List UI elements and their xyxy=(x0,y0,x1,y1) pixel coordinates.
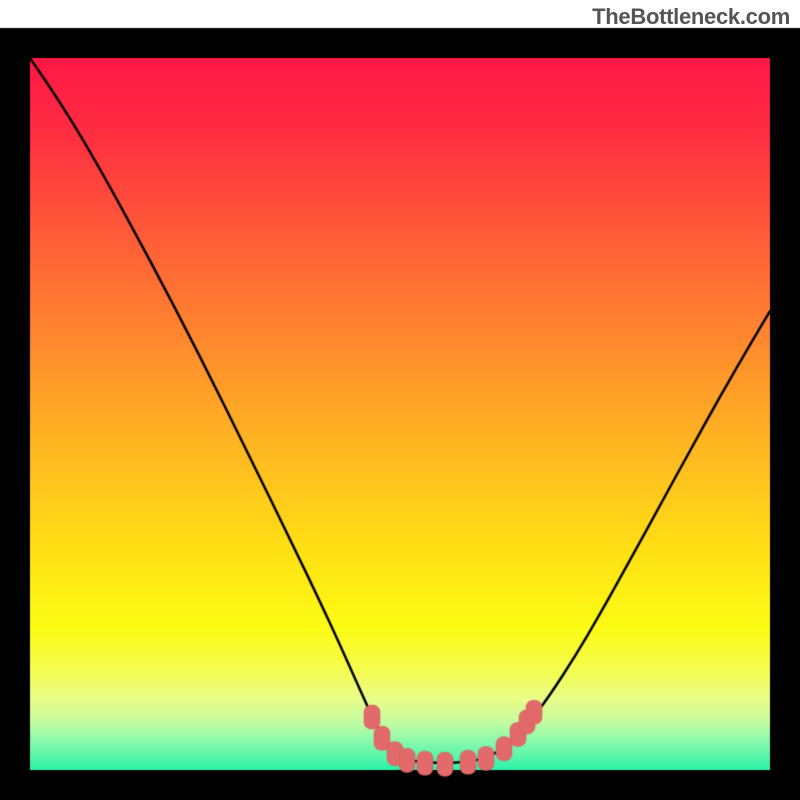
chart-container: TheBottleneck.com xyxy=(0,0,800,800)
watermark-text: TheBottleneck.com xyxy=(592,4,790,30)
bottleneck-chart-canvas xyxy=(0,0,800,800)
